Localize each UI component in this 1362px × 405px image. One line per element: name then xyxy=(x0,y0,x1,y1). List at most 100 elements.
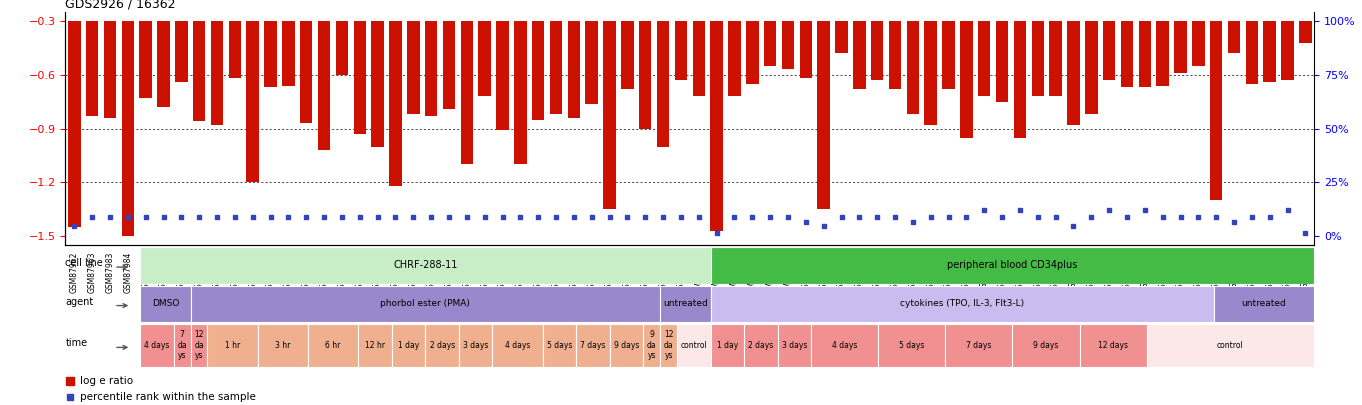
Bar xyxy=(317,21,331,150)
Bar xyxy=(140,286,191,322)
Bar xyxy=(853,21,866,89)
Bar xyxy=(692,21,706,96)
Text: 9
da
ys: 9 da ys xyxy=(647,330,656,360)
Bar xyxy=(1080,324,1147,367)
Text: 12
da
ys: 12 da ys xyxy=(195,330,204,360)
Bar xyxy=(335,21,349,75)
Bar xyxy=(1121,21,1133,87)
Text: 4 days: 4 days xyxy=(144,341,170,350)
Bar xyxy=(677,324,711,367)
Bar xyxy=(656,21,669,147)
Text: control: control xyxy=(681,341,707,350)
Bar xyxy=(425,324,459,367)
Bar xyxy=(746,21,759,84)
Bar xyxy=(1068,21,1080,125)
Bar xyxy=(870,21,884,80)
Bar xyxy=(744,324,778,367)
Bar xyxy=(140,324,174,367)
Bar xyxy=(459,324,493,367)
Bar xyxy=(603,21,616,209)
Text: 3 days: 3 days xyxy=(463,341,489,350)
Bar xyxy=(496,21,509,130)
Text: 5 days: 5 days xyxy=(899,341,925,350)
Text: 1 hr: 1 hr xyxy=(225,341,240,350)
Bar xyxy=(460,21,473,164)
Text: 4 days: 4 days xyxy=(832,341,858,350)
Bar xyxy=(407,21,419,114)
Bar xyxy=(1103,21,1115,80)
Bar xyxy=(425,21,437,116)
Bar xyxy=(996,21,1008,102)
Bar xyxy=(390,21,402,186)
Bar xyxy=(643,324,661,367)
Text: 3 days: 3 days xyxy=(782,341,808,350)
Text: cytokines (TPO, IL-3, Flt3-L): cytokines (TPO, IL-3, Flt3-L) xyxy=(900,299,1024,308)
Bar xyxy=(1049,21,1062,96)
Bar xyxy=(191,286,661,322)
Bar xyxy=(729,21,741,96)
Bar xyxy=(1174,21,1186,73)
Bar xyxy=(889,21,902,89)
Bar xyxy=(568,21,580,118)
Text: percentile rank within the sample: percentile rank within the sample xyxy=(79,392,256,402)
Text: 7 days: 7 days xyxy=(966,341,992,350)
Bar xyxy=(300,21,312,123)
Bar xyxy=(264,21,276,87)
Text: 12
da
ys: 12 da ys xyxy=(663,330,673,360)
Text: time: time xyxy=(65,338,87,348)
Bar xyxy=(978,21,990,96)
Bar xyxy=(191,324,207,367)
Bar xyxy=(1264,21,1276,82)
Bar xyxy=(621,21,633,89)
Text: 5 days: 5 days xyxy=(548,341,572,350)
Text: 1 day: 1 day xyxy=(398,341,419,350)
Text: 9 days: 9 days xyxy=(614,341,639,350)
Bar xyxy=(1282,21,1294,80)
Bar xyxy=(711,286,1214,322)
Bar xyxy=(878,324,945,367)
Bar xyxy=(1012,324,1080,367)
Bar xyxy=(86,21,98,116)
Text: peripheral blood CD34plus: peripheral blood CD34plus xyxy=(947,260,1077,270)
Bar xyxy=(513,21,527,164)
Text: phorbol ester (PMA): phorbol ester (PMA) xyxy=(380,299,470,308)
Text: agent: agent xyxy=(65,297,94,307)
Text: control: control xyxy=(1218,341,1244,350)
Text: 9 days: 9 days xyxy=(1034,341,1058,350)
Bar xyxy=(764,21,776,66)
Text: 2 days: 2 days xyxy=(429,341,455,350)
Text: 6 hr: 6 hr xyxy=(326,341,340,350)
Bar xyxy=(1214,286,1314,322)
Bar xyxy=(610,324,643,367)
Bar xyxy=(478,21,490,96)
Bar xyxy=(711,21,723,231)
Bar xyxy=(943,21,955,89)
Bar xyxy=(211,21,223,125)
Bar xyxy=(1192,21,1204,66)
Bar xyxy=(674,21,688,80)
Bar xyxy=(661,324,677,367)
Bar xyxy=(358,324,392,367)
Text: 2 days: 2 days xyxy=(748,341,774,350)
Text: 7 days: 7 days xyxy=(580,341,606,350)
Bar xyxy=(157,21,170,107)
Bar xyxy=(1227,21,1241,53)
Bar xyxy=(778,324,812,367)
Bar xyxy=(835,21,847,53)
Bar xyxy=(586,21,598,104)
Bar xyxy=(907,21,919,114)
Text: untreated: untreated xyxy=(663,299,708,308)
Bar xyxy=(661,286,711,322)
Bar xyxy=(817,21,829,209)
Bar xyxy=(782,21,794,70)
Bar xyxy=(639,21,651,129)
Text: cell line: cell line xyxy=(65,258,104,269)
Bar xyxy=(229,21,241,79)
Bar xyxy=(1031,21,1045,96)
Text: 12 days: 12 days xyxy=(1098,341,1128,350)
Bar xyxy=(1156,21,1169,85)
Text: untreated: untreated xyxy=(1242,299,1286,308)
Bar xyxy=(354,21,366,134)
Text: CHRF-288-11: CHRF-288-11 xyxy=(394,260,458,270)
Bar xyxy=(711,247,1314,284)
